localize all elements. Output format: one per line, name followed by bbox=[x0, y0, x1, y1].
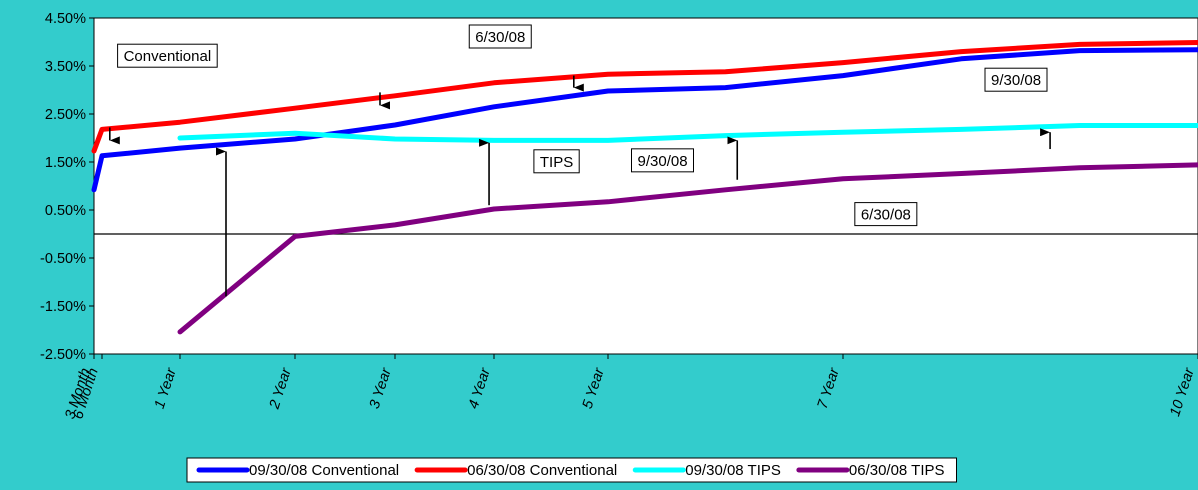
legend-label-2: 09/30/08 TIPS bbox=[685, 462, 781, 479]
annotation-box bbox=[984, 67, 1048, 92]
x-tick-label: 7 Year bbox=[815, 365, 843, 411]
annotation-box bbox=[468, 24, 532, 49]
annotation-label: 9/30/08 bbox=[638, 153, 688, 170]
x-tick-label: 3 Year bbox=[367, 365, 395, 411]
annotation-box bbox=[117, 43, 218, 68]
legend-label-0: 09/30/08 Conventional bbox=[249, 462, 399, 479]
annotation-box bbox=[533, 149, 580, 174]
y-tick-label: -2.50% bbox=[40, 347, 86, 363]
annotation-label: 6/30/08 bbox=[475, 29, 525, 46]
annotation-label: Conventional bbox=[124, 48, 212, 65]
legend-label-1: 06/30/08 Conventional bbox=[467, 462, 617, 479]
legend: 09/30/08 Conventional 06/30/08 Convention… bbox=[186, 457, 957, 483]
series-line-2 bbox=[177, 123, 1198, 143]
annotation-label: 6/30/08 bbox=[861, 207, 911, 224]
annotation-box bbox=[854, 202, 918, 227]
annotation-box bbox=[631, 148, 694, 173]
x-tick-label: 5 Year bbox=[580, 365, 608, 411]
x-tick-label: 10 Year bbox=[1167, 365, 1198, 418]
y-tick-label: 4.50% bbox=[45, 11, 86, 27]
series-lines bbox=[91, 40, 1198, 335]
y-tick-label: 0.50% bbox=[45, 203, 86, 219]
x-tick-label: 4 Year bbox=[466, 365, 494, 411]
y-tick-label: -1.50% bbox=[40, 299, 86, 315]
y-tick-label: -0.50% bbox=[40, 251, 86, 267]
y-axis: 4.50% 3.50% 2.50% 1.50% 0.50% -0.50% -1.50% -2.… bbox=[40, 11, 94, 363]
annotation-label: TIPS bbox=[540, 154, 573, 171]
x-tick-label: 1 Year bbox=[152, 365, 180, 411]
y-tick-label: 3.50% bbox=[45, 59, 86, 75]
annotation-label: 9/30/08 bbox=[991, 72, 1041, 89]
y-tick-label: 2.50% bbox=[45, 107, 86, 123]
series-line-0 bbox=[91, 47, 1198, 193]
y-tick-label: 1.50% bbox=[45, 155, 86, 171]
series-line-1 bbox=[91, 40, 1198, 154]
series-line-3 bbox=[177, 162, 1198, 335]
legend-label-3: 06/30/08 TIPS bbox=[849, 462, 945, 479]
arrows bbox=[109, 75, 1051, 297]
x-tick-label: 2 Year bbox=[266, 365, 295, 412]
annotations: Conventional 6/30/08 9/30/08 TIPS 9/30/08 6/3… bbox=[117, 24, 1048, 227]
